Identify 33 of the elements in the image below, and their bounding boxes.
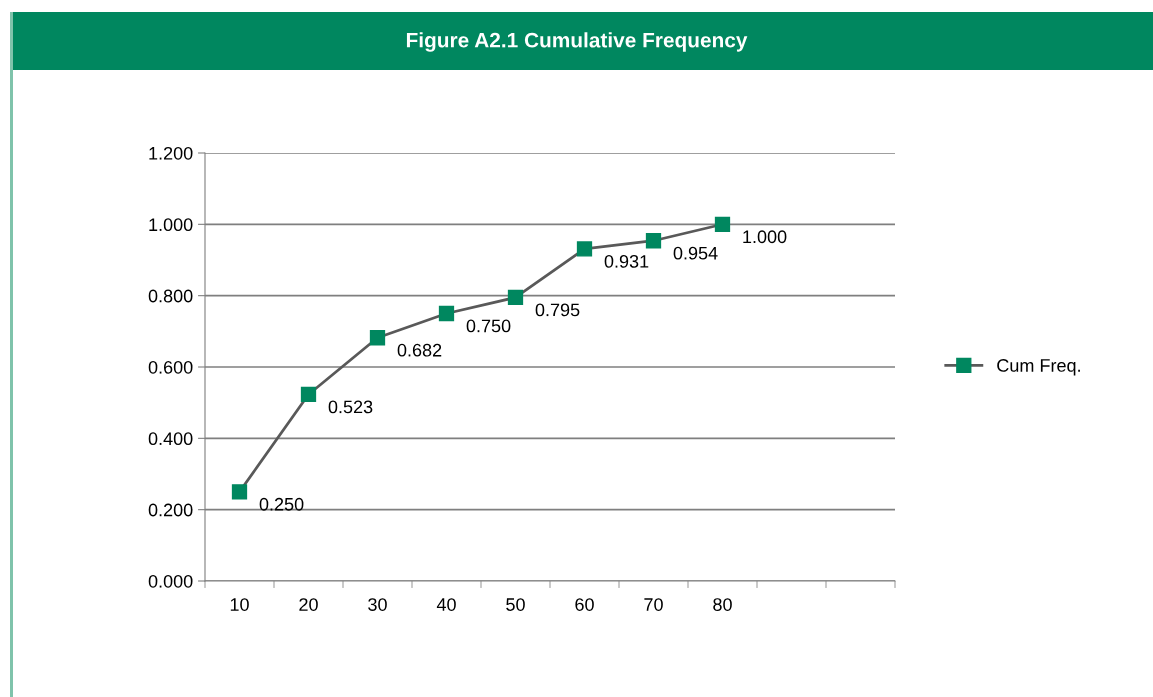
x-tick-label: 30 [368,598,387,611]
data-label: 0.931 [604,254,649,268]
x-tick-label: 60 [575,598,594,611]
point [300,386,317,403]
y-tick-label: 1.200 [149,146,193,160]
x-tick-label: 40 [436,598,456,611]
chart-title: Figure A2.1 Cumulative Frequency [406,32,748,52]
data-label: 0.523 [328,400,373,414]
point [438,305,455,322]
legend-label: Cum Freq. [997,359,1080,376]
y-tick-label: 0.200 [148,503,193,517]
point [231,484,248,500]
point [507,289,524,306]
x-tick-label: 80 [713,598,732,611]
x-tick-label: 20 [299,598,318,611]
point [576,241,593,257]
data-label: 0.954 [673,246,718,260]
y-tick-label: 0.400 [148,432,193,446]
x-tick-label: 70 [644,598,663,611]
point [645,233,662,249]
data-label: 0.250 [259,497,304,511]
data-label: 1.000 [743,230,787,244]
data-label: 0.795 [535,303,580,317]
y-tick-label: 0.000 [148,574,193,588]
y-tick-label: 1.000 [149,218,193,232]
x-tick-label: 50 [506,598,525,611]
point [369,330,386,346]
data-label: 0.682 [397,343,442,357]
y-tick-label: 0.600 [148,360,193,374]
y-tick-label: 0.800 [148,289,193,303]
point [714,216,731,232]
data-label: 0.750 [466,319,511,333]
x-tick-label: 10 [230,598,249,611]
